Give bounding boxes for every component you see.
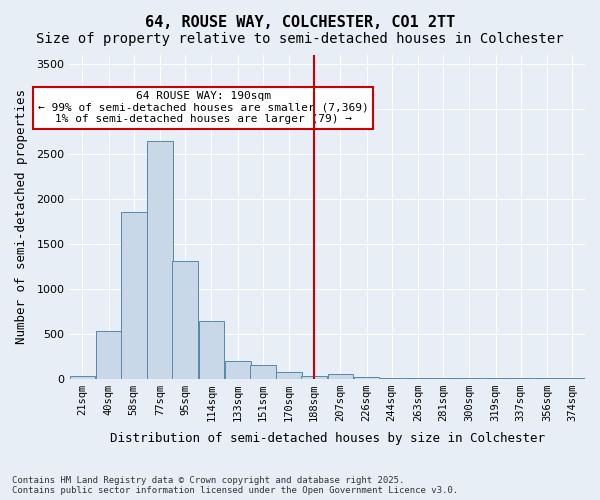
X-axis label: Distribution of semi-detached houses by size in Colchester: Distribution of semi-detached houses by … bbox=[110, 432, 545, 445]
Bar bbox=[121, 212, 146, 378]
Text: Contains HM Land Registry data © Crown copyright and database right 2025.
Contai: Contains HM Land Registry data © Crown c… bbox=[12, 476, 458, 495]
Bar bbox=[96, 331, 122, 378]
Bar bbox=[70, 376, 95, 378]
Bar bbox=[225, 360, 251, 378]
Y-axis label: Number of semi-detached properties: Number of semi-detached properties bbox=[15, 90, 28, 344]
Bar bbox=[276, 372, 302, 378]
Bar bbox=[199, 321, 224, 378]
Bar bbox=[328, 374, 353, 378]
Bar bbox=[301, 376, 327, 378]
Text: 64, ROUSE WAY, COLCHESTER, CO1 2TT: 64, ROUSE WAY, COLCHESTER, CO1 2TT bbox=[145, 15, 455, 30]
Bar bbox=[250, 365, 275, 378]
Bar bbox=[147, 142, 173, 378]
Text: 64 ROUSE WAY: 190sqm
← 99% of semi-detached houses are smaller (7,369)
1% of sem: 64 ROUSE WAY: 190sqm ← 99% of semi-detac… bbox=[38, 91, 368, 124]
Bar bbox=[354, 376, 379, 378]
Text: Size of property relative to semi-detached houses in Colchester: Size of property relative to semi-detach… bbox=[36, 32, 564, 46]
Bar bbox=[172, 261, 198, 378]
